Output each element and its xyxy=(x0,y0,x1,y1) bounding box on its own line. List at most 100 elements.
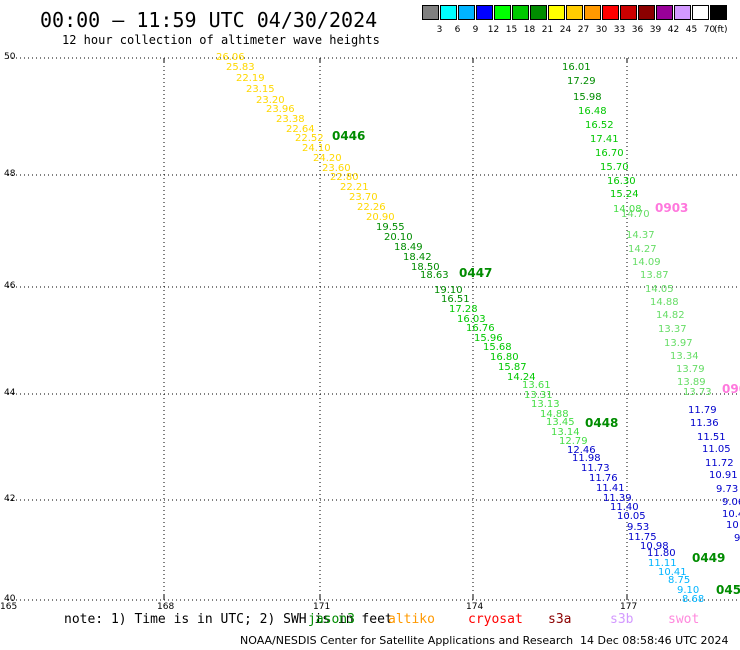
wave-height-label: 10.05 xyxy=(617,511,646,522)
wave-height-label: 16.01 xyxy=(562,62,591,73)
legend-value: 70 xyxy=(703,25,716,35)
wave-height-label: 13.14 xyxy=(551,427,580,438)
wave-height-label: 17.29 xyxy=(567,76,596,87)
wave-height-label: 15.96 xyxy=(474,333,503,344)
wave-height-label: 20.10 xyxy=(384,232,413,243)
wave-height-label: 12.46 xyxy=(567,445,596,456)
wave-height-label: 14.05 xyxy=(645,284,674,295)
pass-time-label: 0448 xyxy=(585,416,619,430)
wave-height-label: 10.91 xyxy=(709,470,738,481)
legend-value: 30 xyxy=(595,25,608,35)
wave-height-label: 10.98 xyxy=(640,541,669,552)
legend-value: 18 xyxy=(523,25,536,35)
wave-height-label: 8.68 xyxy=(682,594,705,605)
legend-swatch xyxy=(512,5,529,20)
legend-swatch xyxy=(494,5,511,20)
map-subtitle: 12 hour collection of altimeter wave hei… xyxy=(62,33,380,47)
wave-height-label: 18.49 xyxy=(394,242,423,253)
pass-time-label: 045 xyxy=(716,583,740,597)
wave-height-label: 9.06 xyxy=(722,497,740,508)
wave-height-label: 26.06 xyxy=(216,52,245,63)
longitude-tick-label: 177 xyxy=(620,602,638,612)
wave-height-label: 13.97 xyxy=(664,338,693,349)
wave-height-label: 9 xyxy=(734,533,740,544)
wave-height-label: 13.79 xyxy=(676,364,705,375)
legend-value: 15 xyxy=(505,25,518,35)
wave-height-label: 11.40 xyxy=(610,502,639,513)
wave-height-label: 18.63 xyxy=(420,270,449,281)
wave-height-label: 14.09 xyxy=(632,257,661,268)
wave-height-label: 23.70 xyxy=(349,192,378,203)
wave-height-label: 23.60 xyxy=(322,163,351,174)
legend-swatch xyxy=(548,5,565,20)
satellite-cryosat: cryosat xyxy=(468,612,523,627)
wave-height-label: 22.64 xyxy=(286,124,315,135)
wave-height-label: 13.45 xyxy=(546,417,575,428)
legend-value: 45 xyxy=(685,25,698,35)
wave-height-label: 13.31 xyxy=(524,390,553,401)
wave-height-label: 17.41 xyxy=(590,134,619,145)
wave-height-label: 11.73 xyxy=(581,463,610,474)
wave-height-label: 16.52 xyxy=(585,120,614,131)
wave-height-label: 23.96 xyxy=(266,104,295,115)
wave-height-label: 14.08 xyxy=(613,204,642,215)
wave-height-label: 11.51 xyxy=(697,432,726,443)
legend-value: 9 xyxy=(472,25,479,35)
legend-value: 24 xyxy=(559,25,572,35)
wave-height-label: 18.50 xyxy=(411,262,440,273)
wave-height-label: 9.10 xyxy=(677,585,700,596)
wave-height-label: 16.70 xyxy=(595,148,624,159)
pass-time-label: 0449 xyxy=(692,551,726,565)
wave-height-label: 16.30 xyxy=(607,176,636,187)
wave-height-label: 19.55 xyxy=(376,222,405,233)
map-title: 00:00 – 11:59 UTC 04/30/2024 xyxy=(40,8,378,32)
wave-height-label: 15.24 xyxy=(610,189,639,200)
legend-value: 6 xyxy=(454,25,461,35)
wave-height-label: 22.21 xyxy=(340,182,369,193)
latitude-tick-label: 44 xyxy=(4,388,16,398)
wave-height-label: 13.61 xyxy=(522,380,551,391)
wave-height-label: 23.15 xyxy=(246,84,275,95)
pass-time-label: 0446 xyxy=(332,129,366,143)
wave-height-label: 15.87 xyxy=(498,362,527,373)
wave-height-label: 14.24 xyxy=(507,372,536,383)
wave-height-label: 23.20 xyxy=(256,95,285,106)
wave-height-label: 15.68 xyxy=(483,342,512,353)
wave-height-label: 8.75 xyxy=(668,575,691,586)
wave-height-label: 14.82 xyxy=(656,310,685,321)
satellite-s3a: s3a xyxy=(548,612,572,627)
wave-height-label: 14.37 xyxy=(626,230,655,241)
wave-height-label: 16.51 xyxy=(441,294,470,305)
legend-swatch xyxy=(584,5,601,20)
wave-height-label: 22.52 xyxy=(295,133,324,144)
wave-height-label: 15.98 xyxy=(573,92,602,103)
wave-height-label: 9.53 xyxy=(627,522,650,533)
wave-height-label: 11.76 xyxy=(589,473,618,484)
wave-height-label: 24.10 xyxy=(302,143,331,154)
wave-height-label: 16.03 xyxy=(457,314,486,325)
legend-swatch xyxy=(458,5,475,20)
wave-height-label: 22.80 xyxy=(330,172,359,183)
legend-value: 33 xyxy=(613,25,626,35)
pass-time-label: 0447 xyxy=(459,266,493,280)
credit-line: NOAA/NESDIS Center for Satellite Applica… xyxy=(240,634,574,647)
legend-value: 39 xyxy=(649,25,662,35)
longitude-tick-label: 174 xyxy=(466,602,484,612)
legend-swatch xyxy=(530,5,547,20)
wave-height-label: 16.48 xyxy=(578,106,607,117)
legend-value: 3 xyxy=(436,25,443,35)
wave-height-label: 18.42 xyxy=(403,252,432,263)
wave-height-label: 11.36 xyxy=(690,418,719,429)
legend-unit: (ft) xyxy=(714,25,728,35)
wave-height-label: 13.87 xyxy=(640,270,669,281)
wave-height-label: 13.89 xyxy=(677,377,706,388)
latitude-tick-label: 42 xyxy=(4,494,16,504)
wave-height-label: 13.34 xyxy=(670,351,699,362)
legend-swatch xyxy=(692,5,709,20)
legend-swatch xyxy=(422,5,439,20)
wave-height-label: 20.90 xyxy=(366,212,395,223)
footer-note: note: 1) Time is in UTC; 2) SWH is in fe… xyxy=(64,612,393,627)
satellite-jason3: jason3 xyxy=(308,612,355,627)
